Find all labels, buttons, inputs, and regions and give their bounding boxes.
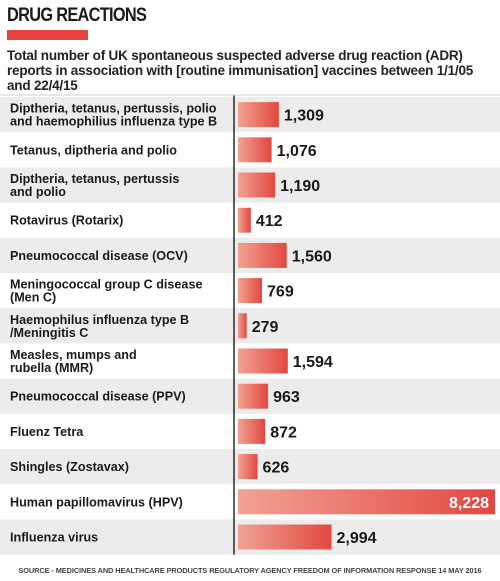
category-label: Shingles (Zostavax) xyxy=(10,460,129,474)
bar xyxy=(238,172,276,198)
bar xyxy=(238,489,495,515)
category-label: Meningococcal group C disease (Men C) xyxy=(10,278,202,305)
value-label: 769 xyxy=(267,284,294,301)
value-label: 279 xyxy=(252,319,279,336)
value-label: 1,594 xyxy=(293,354,333,371)
bar xyxy=(238,137,272,163)
title-accent-bar xyxy=(7,30,88,40)
value-label: 1,560 xyxy=(292,248,332,265)
category-label: Diptheria, tetanus, pertussis, polio and … xyxy=(10,102,217,129)
bar xyxy=(238,207,251,233)
category-label: Diptheria, tetanus, pertussis and polio xyxy=(10,172,179,199)
category-label: Fluenz Tetra xyxy=(10,425,84,439)
category-label: Pneumococcal disease (PPV) xyxy=(10,390,186,404)
category-label: Haemophilus influenza type B/Meningitis … xyxy=(10,313,189,340)
category-label: Rotavirus (Rotarix) xyxy=(10,214,123,228)
bar xyxy=(238,418,266,444)
value-label: 626 xyxy=(263,460,290,477)
category-label: Pneumococcal disease (OCV) xyxy=(10,249,188,263)
bar xyxy=(238,348,288,374)
bar xyxy=(238,102,279,128)
value-label: 1,309 xyxy=(284,108,324,125)
chart-subtitle: Total number of UK spontaneous suspected… xyxy=(7,48,474,93)
row-band xyxy=(0,308,500,344)
source-note: SOURCE - MEDICINES AND HEALTHCARE PRODUC… xyxy=(18,566,482,575)
value-label: 412 xyxy=(256,213,283,230)
chart-title: DRUG REACTIONS xyxy=(7,5,147,26)
value-label: 872 xyxy=(270,424,297,441)
value-label: 963 xyxy=(273,389,300,406)
category-label: Influenza virus xyxy=(10,531,98,545)
value-label: 1,190 xyxy=(280,178,320,195)
bar xyxy=(238,242,287,268)
bar xyxy=(238,524,332,550)
value-label: 2,994 xyxy=(337,530,377,547)
bar xyxy=(238,313,247,339)
bar xyxy=(238,278,263,304)
category-label: Measles, mumps and rubella (MMR) xyxy=(10,348,137,375)
bar xyxy=(238,454,258,480)
bar xyxy=(238,383,269,409)
value-label: 8,228 xyxy=(449,495,489,512)
category-label: Tetanus, diptheria and polio xyxy=(10,143,177,157)
category-label: Human papillomavirus (HPV) xyxy=(10,495,183,509)
value-label: 1,076 xyxy=(277,143,317,160)
